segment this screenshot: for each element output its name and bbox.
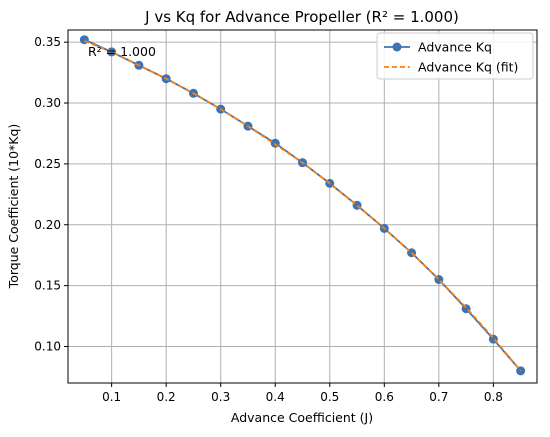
legend: Advance Kq Advance Kq (fit) bbox=[376, 32, 534, 80]
x-tick-label: 0.7 bbox=[429, 390, 448, 404]
series-line-advance-kq-fit bbox=[84, 40, 522, 372]
legend-label-advance-kq: Advance Kq bbox=[418, 40, 492, 55]
x-axis-label: Advance Coefficient (J) bbox=[231, 410, 373, 425]
x-tick-label: 0.6 bbox=[375, 390, 394, 404]
data-point-advance-kq bbox=[107, 47, 117, 57]
y-tick-label: 0.30 bbox=[34, 96, 61, 110]
y-tick-label: 0.20 bbox=[34, 218, 61, 232]
grid bbox=[68, 30, 537, 383]
legend-label-advance-kq-fit: Advance Kq (fit) bbox=[418, 60, 518, 75]
y-axis-label: Torque Coefficient (10*Kq) bbox=[6, 124, 21, 290]
x-tick-label: 0.5 bbox=[320, 390, 339, 404]
x-tick-label: 0.8 bbox=[484, 390, 503, 404]
x-tick-label: 0.2 bbox=[157, 390, 176, 404]
axis-ticks: 0.1 0.2 0.3 0.4 0.5 0.6 0.7 0.8 0.10 0.15 0.20 0.25… bbox=[34, 35, 503, 404]
y-tick-label: 0.10 bbox=[34, 339, 61, 353]
series-layer bbox=[79, 35, 526, 376]
y-tick-label: 0.35 bbox=[34, 35, 61, 49]
y-tick-label: 0.25 bbox=[34, 157, 61, 171]
y-tick-label: 0.15 bbox=[34, 279, 61, 293]
r-squared-annotation: R² = 1.000 bbox=[88, 44, 156, 59]
chart-title: J vs Kq for Advance Propeller (R² = 1.00… bbox=[144, 8, 459, 26]
x-tick-label: 0.3 bbox=[211, 390, 230, 404]
data-point-advance-kq bbox=[270, 138, 280, 148]
x-tick-label: 0.4 bbox=[266, 390, 285, 404]
legend-box bbox=[376, 32, 534, 80]
legend-marker-advance-kq bbox=[392, 42, 402, 52]
plot-frame bbox=[67, 29, 538, 384]
x-tick-label: 0.1 bbox=[102, 390, 121, 404]
